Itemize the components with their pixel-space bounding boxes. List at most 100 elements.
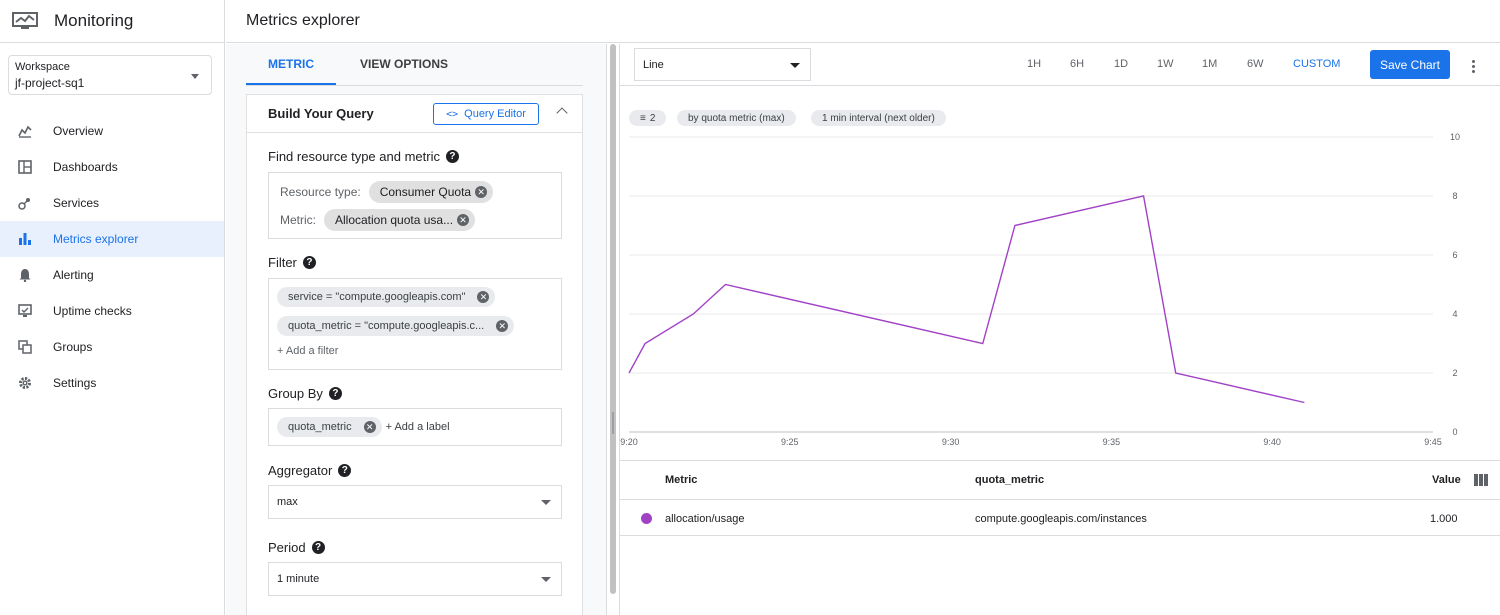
save-chart-button[interactable]: Save Chart: [1370, 50, 1450, 79]
filter-box[interactable]: service = "compute.googleapis.com" ✕ quo…: [268, 278, 562, 370]
close-icon[interactable]: ✕: [475, 186, 488, 198]
sidebar-item-dashboards[interactable]: Dashboards: [0, 149, 224, 185]
row-metric: allocation/usage: [665, 513, 745, 525]
help-icon[interactable]: ?: [445, 150, 459, 163]
close-icon[interactable]: ✕: [477, 291, 490, 303]
group-by-chip[interactable]: quota_metric ✕: [277, 417, 382, 437]
sidebar-nav: Overview Dashboards Services Metrics exp…: [0, 113, 224, 401]
page-title: Metrics explorer: [246, 12, 360, 29]
chevron-down-icon: [191, 74, 199, 79]
x-tick-label: 9:35: [1103, 437, 1121, 447]
panel-splitter[interactable]: [606, 44, 619, 615]
row-quota-metric: compute.googleapis.com/instances: [975, 513, 1147, 525]
filter-chip[interactable]: service = "compute.googleapis.com" ✕: [277, 287, 496, 307]
close-icon[interactable]: ✕: [496, 320, 509, 332]
monitoring-logo-icon: [12, 12, 38, 29]
interval-pill[interactable]: 1 min interval (next older): [811, 110, 946, 126]
more-vert-icon[interactable]: [1472, 60, 1475, 75]
sidebar-item-metrics-explorer[interactable]: Metrics explorer: [0, 221, 224, 257]
range-custom[interactable]: CUSTOM: [1293, 58, 1341, 70]
scrollbar-thumb[interactable]: [610, 44, 616, 594]
chevron-up-icon[interactable]: [556, 107, 568, 119]
close-icon[interactable]: ✕: [363, 421, 376, 433]
filter-chip[interactable]: quota_metric = "compute.googleapis.c... …: [277, 316, 515, 336]
dashboards-icon: [17, 159, 33, 175]
build-query-header: Build Your Query <> Query Editor: [247, 95, 582, 133]
metrics-explorer-icon: [17, 231, 33, 247]
filter-count-pill[interactable]: ≡ 2: [629, 110, 667, 126]
range-1h[interactable]: 1H: [1027, 58, 1042, 70]
range-1w[interactable]: 1W: [1157, 58, 1174, 70]
chevron-down-icon: [541, 500, 551, 505]
metrics-line-chart: 0 2 4 6 8 10 9:20 9:25 9:30 9:35 9:40 9:45: [620, 132, 1460, 447]
query-editor-label: Query Editor: [464, 108, 526, 120]
table-row[interactable]: allocation/usage compute.googleapis.com/…: [620, 500, 1500, 536]
range-6w[interactable]: 6W: [1247, 58, 1264, 70]
query-editor-button[interactable]: <> Query Editor: [433, 103, 539, 125]
add-filter-link[interactable]: + Add a filter: [277, 345, 339, 357]
chevron-down-icon: [541, 577, 551, 582]
metric-chip[interactable]: Allocation quota usa... ✕: [324, 209, 476, 231]
range-1m[interactable]: 1M: [1202, 58, 1218, 70]
help-icon[interactable]: ?: [311, 541, 325, 554]
alerting-icon: [17, 267, 33, 283]
help-icon[interactable]: ?: [338, 464, 352, 477]
group-by-pill[interactable]: by quota metric (max): [677, 110, 796, 126]
filter-row: service = "compute.googleapis.com" ✕: [269, 287, 496, 307]
chart-type-select[interactable]: Line: [634, 48, 811, 81]
sidebar-item-groups[interactable]: Groups: [0, 329, 224, 365]
filter-row: quota_metric = "compute.googleapis.c... …: [269, 316, 515, 336]
x-tick-label: 9:30: [942, 437, 960, 447]
range-1d[interactable]: 1D: [1114, 58, 1129, 70]
resource-type-chip[interactable]: Consumer Quota ✕: [368, 181, 494, 203]
aggregator-select[interactable]: max: [268, 485, 562, 519]
filter-value: service = "compute.googleapis.com": [288, 291, 466, 303]
sidebar-item-label: Uptime checks: [53, 304, 132, 318]
tab-metric[interactable]: METRIC: [246, 44, 336, 85]
groups-icon: [17, 339, 33, 355]
column-settings-icon[interactable]: [1474, 474, 1488, 486]
drag-handle-icon[interactable]: [612, 412, 614, 434]
period-label: Period: [268, 540, 306, 555]
filter-label: Filter: [268, 255, 297, 270]
chevron-down-icon: [790, 63, 800, 68]
tab-view-options[interactable]: VIEW OPTIONS: [360, 57, 449, 71]
settings-icon: [17, 375, 33, 391]
help-icon[interactable]: ?: [328, 387, 342, 400]
period-select[interactable]: 1 minute: [268, 562, 562, 596]
header-quota-metric[interactable]: quota_metric: [975, 474, 1045, 486]
sidebar-item-uptime-checks[interactable]: Uptime checks: [0, 293, 224, 329]
chart-type-value: Line: [643, 58, 664, 71]
period-section: Period ?: [268, 540, 325, 555]
sidebar-item-services[interactable]: Services: [0, 185, 224, 221]
find-resource-section: Find resource type and metric ?: [268, 149, 459, 164]
filter-icon: ≡: [640, 112, 646, 124]
query-panel: METRIC VIEW OPTIONS Build Your Query <> …: [226, 44, 606, 615]
range-6h[interactable]: 6H: [1070, 58, 1085, 70]
sidebar-item-overview[interactable]: Overview: [0, 113, 224, 149]
sidebar-item-settings[interactable]: Settings: [0, 365, 224, 401]
query-tabs: METRIC VIEW OPTIONS: [246, 44, 583, 86]
add-filter-row: + Add a filter: [277, 345, 338, 357]
sidebar-item-alerting[interactable]: Alerting: [0, 257, 224, 293]
metric-label: Metric:: [280, 213, 316, 227]
filter-value: quota_metric = "compute.googleapis.c...: [288, 320, 485, 332]
group-by-box[interactable]: quota_metric ✕ + Add a label: [268, 408, 562, 446]
chart-area: Line 1H 6H 1D 1W 1M 6W CUSTOM Save Chart…: [619, 44, 1500, 615]
header-value[interactable]: Value: [1432, 474, 1461, 486]
header-metric[interactable]: Metric: [665, 474, 698, 486]
add-label-link[interactable]: + Add a label: [385, 421, 450, 433]
metric-row: Metric: Allocation quota usa... ✕: [280, 209, 476, 231]
close-icon[interactable]: ✕: [457, 214, 470, 226]
workspace-select[interactable]: Workspace jf-project-sq1: [8, 55, 212, 95]
sidebar-item-label: Services: [53, 196, 100, 210]
resource-type-value: Consumer Quota: [379, 185, 472, 199]
row-value: 1.000: [1430, 513, 1458, 525]
help-icon[interactable]: ?: [302, 256, 316, 269]
overview-icon: [17, 123, 33, 139]
services-icon: [17, 195, 33, 211]
resource-metric-box[interactable]: Resource type: Consumer Quota ✕ Metric: …: [268, 172, 562, 239]
uptime-checks-icon: [17, 303, 33, 319]
y-tick-label: 6: [1452, 250, 1457, 260]
aggregator-section: Aggregator ?: [268, 463, 352, 478]
